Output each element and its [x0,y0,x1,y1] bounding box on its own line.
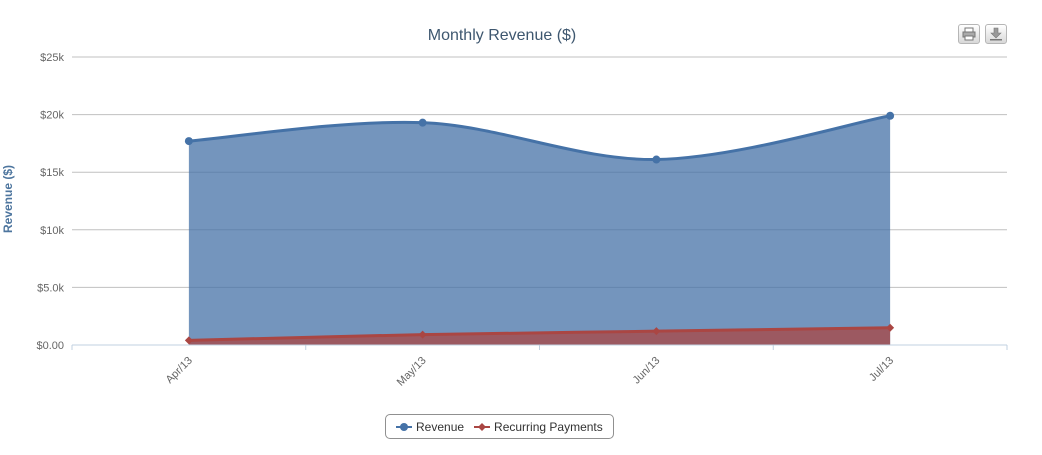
download-button[interactable] [985,24,1007,44]
legend: Revenue Recurring Payments [385,414,614,439]
y-tick-label: $5.0k [37,282,64,294]
legend-marker-revenue [396,422,412,431]
y-axis-label: Revenue ($) [1,165,15,233]
chart-title: Monthly Revenue ($) [428,27,577,44]
legend-marker-recurring-payments [474,422,491,431]
y-tick-label: $20k [40,110,64,122]
area-recurring-payments [188,327,891,345]
legend-item-revenue[interactable]: Revenue [396,420,464,434]
point-revenue [184,137,193,146]
x-tick-label: May/13 [395,355,429,389]
point-revenue [886,111,895,120]
area-revenue [188,115,891,345]
point-recurring-payments [652,327,661,336]
y-tick-label: $15k [40,167,64,179]
point-revenue [418,118,427,127]
point-recurring-payments [418,330,427,339]
x-tick-label: Jun/13 [631,355,663,387]
x-tick-label: Jul/13 [867,355,896,384]
plot-area [184,111,895,345]
legend-label-revenue: Revenue [416,419,465,434]
point-revenue [652,155,661,164]
print-button[interactable] [958,24,980,44]
line-recurring-payments [188,326,891,342]
print-icon [962,27,976,41]
point-recurring-payments [184,336,193,345]
y-tick-label: $25k [40,52,64,64]
legend-item-recurring-payments[interactable]: Recurring Payments [474,420,603,434]
line-revenue [188,114,891,162]
legend-label-recurring-payments: Recurring Payments [494,419,603,434]
x-tick-label: Apr/13 [164,355,195,386]
y-tick-label: $10k [40,225,64,237]
download-icon [990,27,1002,41]
point-recurring-payments [886,323,895,332]
y-tick-label: $0.00 [36,340,64,352]
